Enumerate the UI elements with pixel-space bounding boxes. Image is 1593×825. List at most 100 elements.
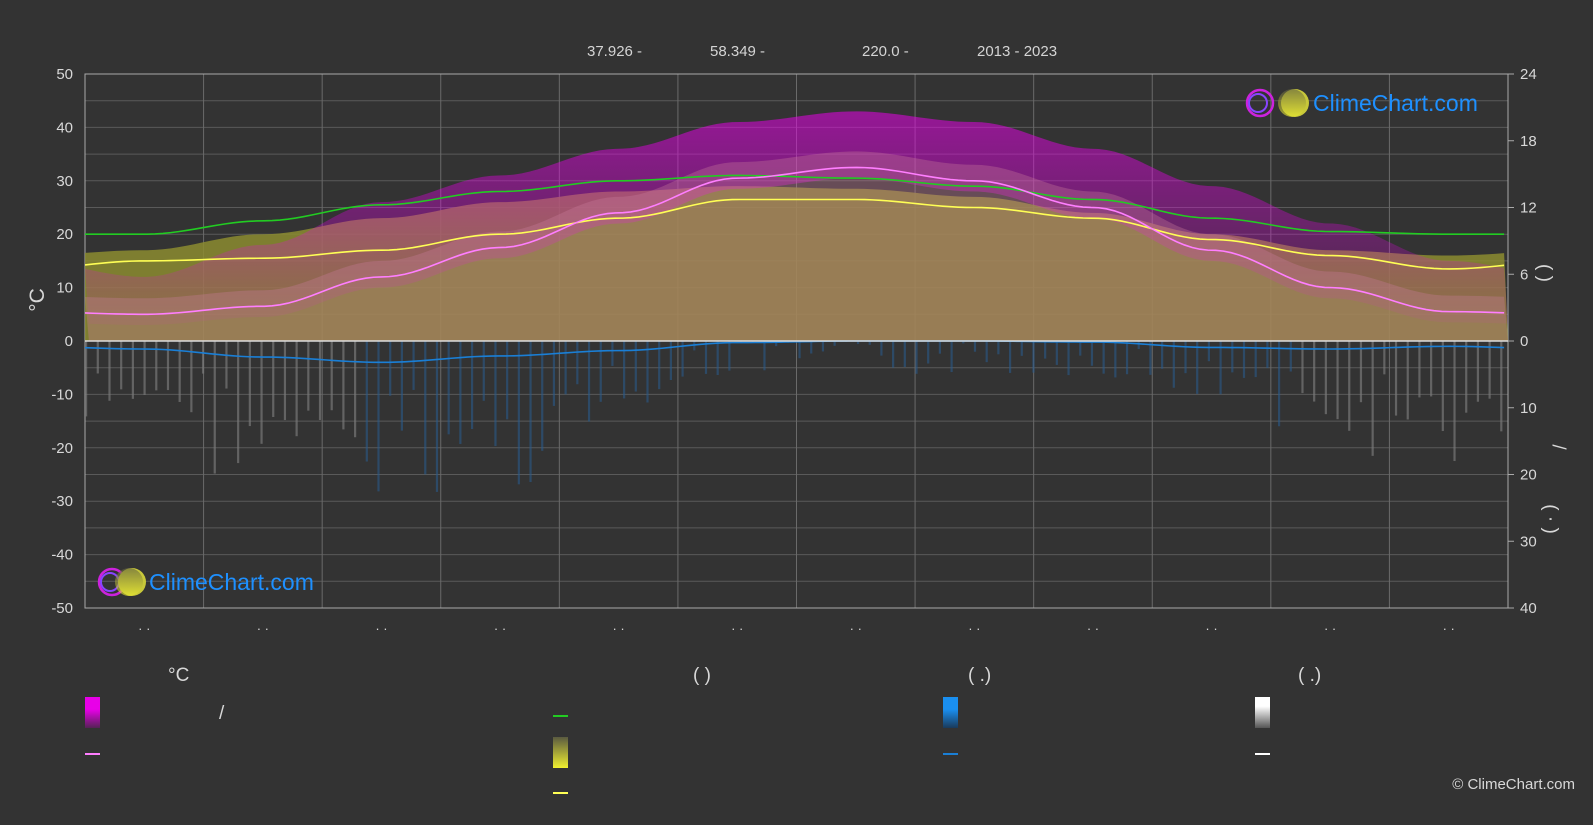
rain-bar xyxy=(1114,341,1117,378)
rain-bar xyxy=(1289,341,1292,372)
logo-text-bottom[interactable]: ClimeChart.com xyxy=(149,569,314,595)
legend-snow-avg-swatch xyxy=(1255,753,1270,755)
month-tick-label: · · xyxy=(612,621,624,636)
header-elevation: 220.0 - xyxy=(862,43,909,60)
snow-bar xyxy=(190,341,193,413)
snow-bar xyxy=(213,341,216,474)
month-tick-label: · · xyxy=(375,621,387,636)
rain-bar xyxy=(623,341,626,399)
legend-sunshine-swatch xyxy=(553,737,568,768)
copyright: © ClimeChart.com xyxy=(1452,776,1575,793)
rain-bar xyxy=(833,341,836,346)
right-axis-label-top: ( ) xyxy=(1533,264,1555,282)
logo-icon-top xyxy=(1245,88,1309,118)
legend-snow-head: ( .) xyxy=(1298,665,1322,686)
left-tick-label: 0 xyxy=(65,333,73,350)
rain-bar xyxy=(389,341,392,396)
rain-bar xyxy=(1207,341,1211,362)
rain-bar xyxy=(763,341,766,371)
rain-bar xyxy=(1008,341,1012,373)
snow-bar xyxy=(295,341,298,437)
snow-bar xyxy=(1418,341,1421,398)
rain-bar xyxy=(1137,341,1140,350)
rain-bar xyxy=(856,341,860,345)
rain-bar xyxy=(1184,341,1187,374)
temperature-band xyxy=(85,111,1508,325)
snow-bar xyxy=(1371,341,1374,456)
rain-bar xyxy=(775,341,778,347)
snow-bar xyxy=(318,341,322,421)
rain-bar xyxy=(365,341,368,462)
logo-icon-bottom xyxy=(97,567,146,597)
month-tick-label: · · xyxy=(1324,621,1336,636)
header-years: 2013 - 2023 xyxy=(977,43,1058,60)
rain-bar xyxy=(1266,341,1269,369)
rain-bar xyxy=(506,341,509,420)
left-tick-label: -40 xyxy=(51,547,73,564)
snow-bar xyxy=(120,341,123,390)
logo-text-top[interactable]: ClimeChart.com xyxy=(1313,90,1478,116)
legend-avg-temp-swatch xyxy=(85,753,100,755)
right-tick-label-hours: 0 xyxy=(1520,333,1528,350)
rain-bar xyxy=(669,341,672,381)
legend-temp-range-swatch xyxy=(85,697,100,728)
left-axis-unit: °C xyxy=(25,288,49,312)
left-tick-label: -30 xyxy=(51,493,73,510)
rain-bar xyxy=(997,341,1000,355)
rain-bar xyxy=(892,341,895,368)
rain-bar xyxy=(576,341,579,385)
snow-bar xyxy=(96,341,99,374)
month-tick-label: · · xyxy=(1087,621,1099,636)
rain-bar xyxy=(1242,341,1246,378)
rain-bar xyxy=(587,341,591,422)
rain-bar xyxy=(1219,341,1222,395)
snow-bar xyxy=(1406,341,1409,420)
month-tick-label: · · xyxy=(850,621,862,636)
legend-rain-head: ( .) xyxy=(968,665,992,686)
temperature-range-band xyxy=(85,111,1508,341)
rain-bar xyxy=(1055,341,1058,365)
snow-bar xyxy=(178,341,181,402)
left-tick-label: -10 xyxy=(51,386,73,403)
rain-bar xyxy=(459,341,462,444)
header-longitude: 58.349 - xyxy=(710,43,766,60)
left-tick-label: 10 xyxy=(56,280,73,297)
right-tick-label-hours: 12 xyxy=(1520,200,1537,217)
rain-bar xyxy=(412,341,415,390)
snow-bar xyxy=(131,341,134,399)
rain-bar xyxy=(1102,341,1105,374)
rain-bar xyxy=(938,341,941,354)
snow-bar xyxy=(342,341,345,430)
rain-bar xyxy=(611,341,614,366)
snow-bar xyxy=(1359,341,1363,403)
rain-bar xyxy=(1032,341,1035,373)
snow-bar xyxy=(166,341,170,391)
rain-bar xyxy=(1067,341,1070,376)
rain-bar xyxy=(541,341,544,451)
rain-bar xyxy=(728,341,731,371)
right-tick-label-hours: 6 xyxy=(1520,266,1528,283)
rain-bar xyxy=(927,341,930,364)
snow-bar xyxy=(330,341,333,411)
sunshine-avg-line xyxy=(84,198,1505,270)
snow-bar xyxy=(85,341,88,417)
rain-bar xyxy=(985,341,988,363)
rain-bar xyxy=(1277,341,1281,427)
rain-bar xyxy=(716,341,719,375)
left-tick-label: 50 xyxy=(56,66,73,83)
rain-bar xyxy=(810,341,813,354)
legend-rain-avg-swatch xyxy=(943,753,958,755)
rain-bar xyxy=(658,341,661,390)
rain-bar xyxy=(798,341,801,359)
rain-bar xyxy=(1020,341,1023,356)
snow-bar xyxy=(307,341,310,411)
snow-bar xyxy=(1500,341,1503,432)
snow-bar xyxy=(1476,341,1480,402)
snow-bar xyxy=(1441,341,1444,432)
rain-bar xyxy=(1079,341,1082,356)
rain-bar xyxy=(447,341,450,435)
rain-bar xyxy=(915,341,918,374)
left-tick-label: -50 xyxy=(51,600,73,617)
left-tick-label: 30 xyxy=(56,173,73,190)
